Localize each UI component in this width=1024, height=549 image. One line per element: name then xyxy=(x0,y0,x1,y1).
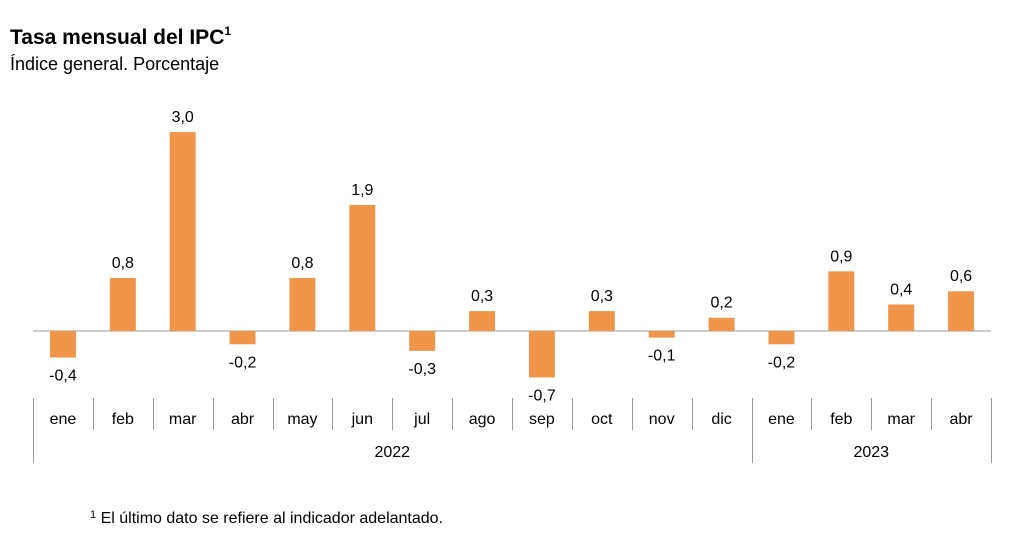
footnote: 1 El último dato se refiere al indicador… xyxy=(90,509,444,528)
data-label: -0,4 xyxy=(49,368,77,385)
footnote-marker: 1 xyxy=(90,509,97,521)
data-label: -0,3 xyxy=(408,361,436,378)
x-tick-label: ene xyxy=(768,411,795,428)
bar-jul xyxy=(409,331,436,351)
x-tick-label: abr xyxy=(231,411,255,428)
x-tick-label: sep xyxy=(529,411,555,428)
x-tick-label: ago xyxy=(469,411,496,428)
data-label: 1,9 xyxy=(351,182,373,199)
bar-dic xyxy=(708,317,735,331)
data-label: 3,0 xyxy=(172,109,194,126)
x-tick-label: mar xyxy=(887,411,915,428)
data-label: -0,2 xyxy=(768,354,796,371)
bar-abr xyxy=(948,291,975,331)
x-tick-label: feb xyxy=(830,411,852,428)
data-label: 0,3 xyxy=(591,288,613,305)
x-tick-label: ene xyxy=(50,411,77,428)
x-tick-label: may xyxy=(287,411,317,428)
title-footnote-marker: 1 xyxy=(224,24,232,38)
bar-mar xyxy=(888,304,915,331)
bar-feb xyxy=(109,277,136,331)
x-tick-label: nov xyxy=(649,411,675,428)
x-tick-label: dic xyxy=(711,411,731,428)
chart-title: Tasa mensual del IPC1 xyxy=(10,24,232,50)
footnote-text: El último dato se refiere al indicador a… xyxy=(100,510,444,527)
bar-abr xyxy=(229,331,256,345)
year-label: 2023 xyxy=(853,444,889,461)
bar-ene xyxy=(49,331,76,358)
bar-ago xyxy=(469,311,496,331)
x-tick-label: mar xyxy=(169,411,197,428)
x-tick-label: jun xyxy=(351,411,373,428)
data-label: 0,9 xyxy=(830,248,852,265)
data-label: 0,8 xyxy=(112,255,134,272)
data-label: -0,2 xyxy=(229,354,257,371)
bar-nov xyxy=(648,331,675,338)
bar-feb xyxy=(828,271,855,331)
data-label: 0,2 xyxy=(710,295,732,312)
data-label: 0,3 xyxy=(471,288,493,305)
chart-subtitle: Índice general. Porcentaje xyxy=(10,54,220,74)
bar-ene xyxy=(768,331,795,345)
bar-jun xyxy=(349,205,376,331)
x-tick-label: feb xyxy=(112,411,134,428)
x-tick-label: abr xyxy=(950,411,974,428)
bar-mar xyxy=(169,132,196,331)
x-tick-label: jul xyxy=(413,411,430,428)
data-label: 0,4 xyxy=(890,281,912,298)
bar-may xyxy=(289,277,316,331)
x-tick-label: oct xyxy=(591,411,613,428)
bar-sep xyxy=(528,331,555,378)
bar-oct xyxy=(588,311,615,331)
data-label: 0,6 xyxy=(950,268,972,285)
data-label: 0,8 xyxy=(291,255,313,272)
data-label: -0,1 xyxy=(648,348,676,365)
year-label: 2022 xyxy=(374,444,410,461)
chart-title-text: Tasa mensual del IPC xyxy=(10,26,225,49)
data-label: -0,7 xyxy=(528,387,556,404)
